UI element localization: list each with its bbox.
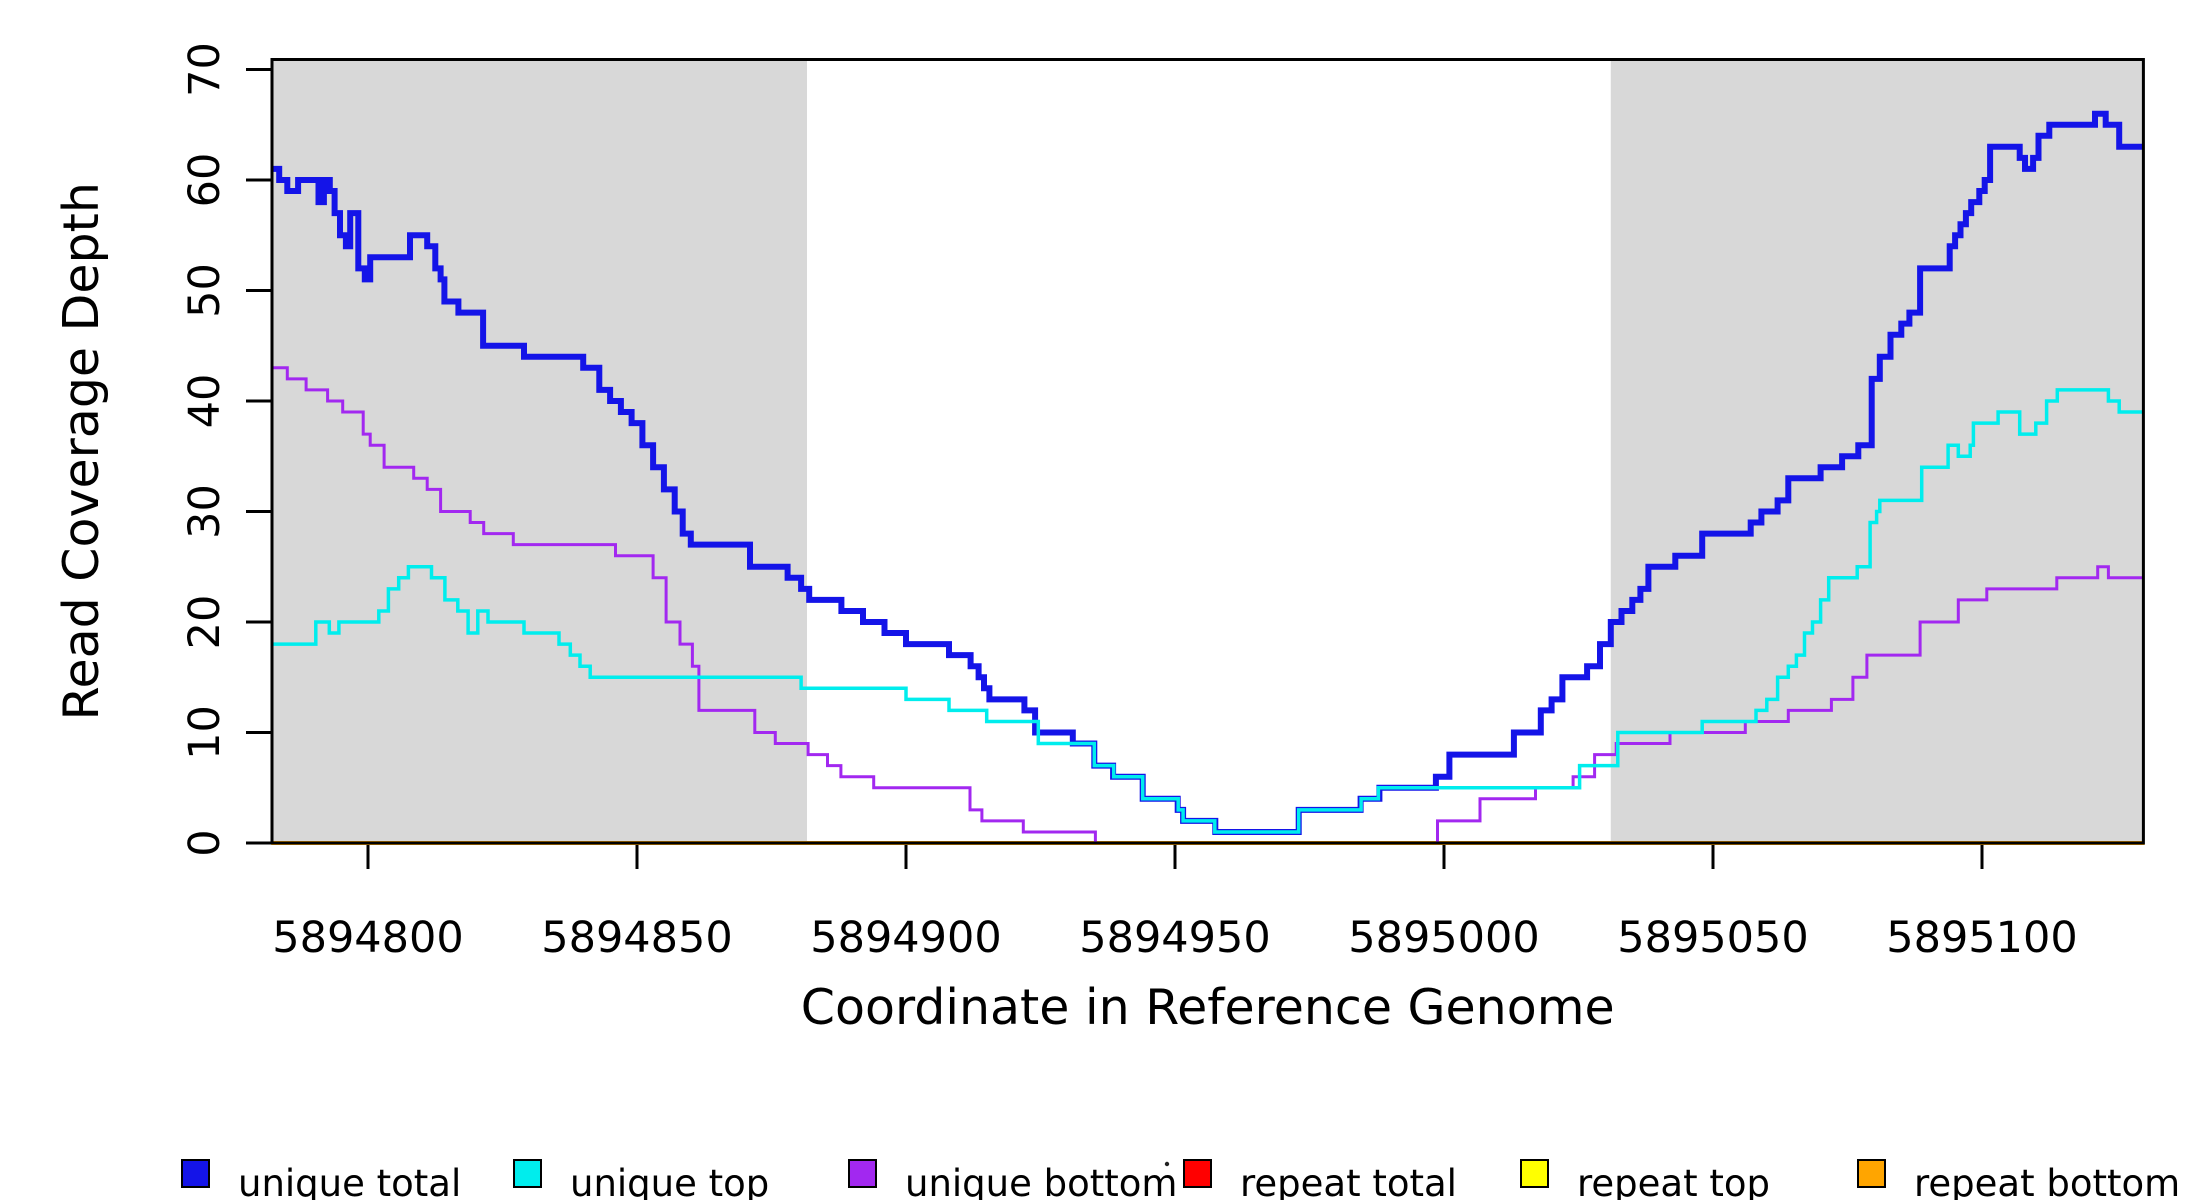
legend-swatch-icon <box>1183 1159 1212 1188</box>
legend-item-label: repeat bottom <box>1914 1162 2180 1200</box>
y-tick-label: 60 <box>180 153 230 208</box>
legend-item-label: unique top <box>570 1162 769 1200</box>
x-tick-label: 5895050 <box>1617 913 1809 963</box>
legend-item-label: unique bottom <box>905 1162 1177 1200</box>
legend-item-repeat-total: repeat total <box>1183 1159 1457 1200</box>
plot-frame <box>270 58 2145 845</box>
y-tick-label: 10 <box>180 705 230 760</box>
series-line-unique-top <box>271 388 2145 834</box>
series-line-unique-bottom <box>271 366 2145 845</box>
legend-item-repeat-bottom: repeat bottom <box>1857 1159 2180 1200</box>
legend-item-label: repeat top <box>1577 1162 1770 1200</box>
legend: unique total unique top unique bottom repea… <box>181 1159 2180 1200</box>
repeat-region-1 <box>1610 59 2145 843</box>
shaded-repeat-regions <box>271 59 2145 843</box>
x-tick-label: 5894800 <box>272 913 464 963</box>
legend-item-repeat-top: repeat top <box>1520 1159 1770 1200</box>
y-tick-label: 70 <box>180 42 230 97</box>
y-axis-title: Read Coverage Depth <box>53 182 110 720</box>
y-tick-label: 50 <box>180 263 230 318</box>
legend-item-unique-total: unique total <box>181 1159 461 1200</box>
x-tick-label: 5895100 <box>1886 913 2078 963</box>
legend-item-unique-top: unique top <box>513 1159 769 1200</box>
repeat-region-0 <box>271 59 808 843</box>
x-tick-label: 5894850 <box>541 913 733 963</box>
legend-swatch-icon <box>848 1159 877 1188</box>
legend-item-label: repeat total <box>1240 1162 1457 1200</box>
legend-swatch-icon <box>513 1159 542 1188</box>
legend-item-unique-bottom: unique bottom <box>848 1159 1177 1200</box>
axes: 5894800 5894850 5894900 5894950 5895000 58950… <box>180 42 2078 963</box>
x-tick-label: 5894900 <box>810 913 1002 963</box>
x-tick-label: 5894950 <box>1079 913 1271 963</box>
legend-swatch-icon <box>1857 1159 1886 1188</box>
y-tick-label: 0 <box>180 829 230 856</box>
legend-swatch-icon <box>181 1159 210 1188</box>
y-tick-label: 20 <box>180 595 230 650</box>
stray-mark <box>1164 1161 1170 1167</box>
x-axis-title: Coordinate in Reference Genome <box>801 979 1615 1036</box>
x-tick-label: 5895000 <box>1348 913 1540 963</box>
y-tick-label: 30 <box>180 484 230 539</box>
legend-item-label: unique total <box>238 1162 461 1200</box>
legend-swatch-icon <box>1520 1159 1549 1188</box>
y-tick-label: 40 <box>180 374 230 429</box>
